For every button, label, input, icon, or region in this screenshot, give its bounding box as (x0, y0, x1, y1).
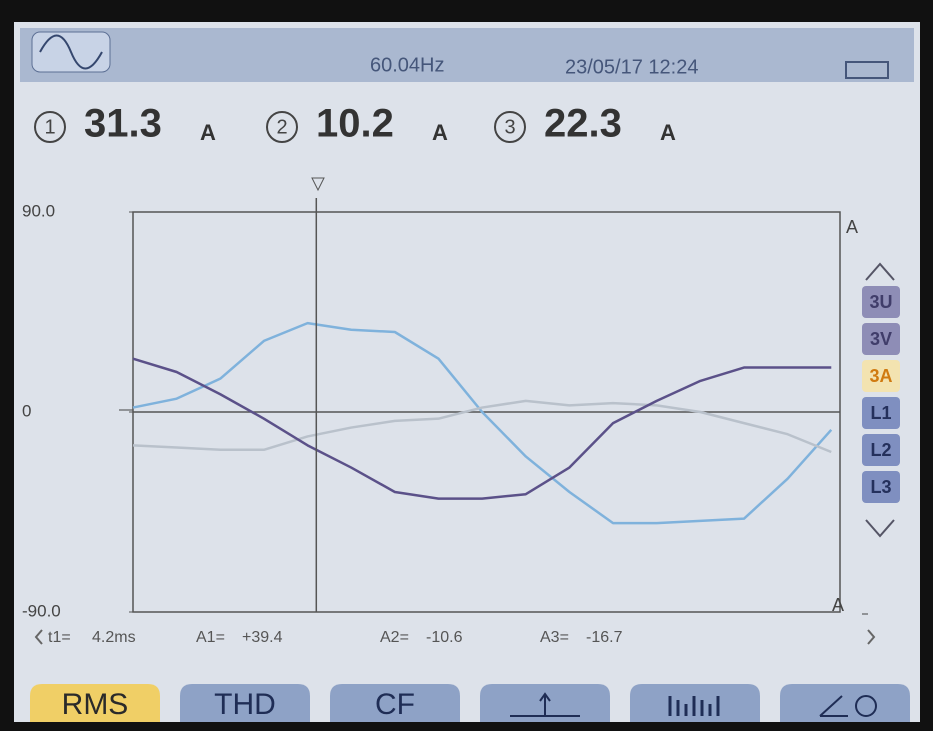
side-button-label: 3U (869, 292, 892, 312)
y-unit-top: A (846, 217, 858, 237)
reading-value: 31.3 (84, 102, 162, 146)
side-button-label: 3A (869, 366, 892, 386)
side-button-label: L2 (870, 440, 891, 460)
reading-unit: A (200, 120, 216, 145)
y-tick-label: 90.0 (22, 201, 55, 220)
reading-unit: A (660, 120, 676, 145)
readout-value: +39.4 (242, 629, 283, 646)
screen: 60.04Hz 23/05/17 12:24 1 31.3 A 2 10.2 A 3 22.3… (0, 0, 933, 731)
readout-value: -16.7 (586, 629, 623, 646)
side-button-label: L1 (870, 403, 891, 423)
reading-value: 10.2 (316, 102, 394, 146)
readout-label: A1= (196, 629, 225, 646)
status-bar (20, 28, 914, 82)
readout-value: -10.6 (426, 629, 463, 646)
readout-label: A2= (380, 629, 409, 646)
readout-label: A3= (540, 629, 569, 646)
tab-label: RMS (62, 688, 129, 721)
cursor-time-value: 4.2ms (92, 629, 136, 646)
y-tick-label: -90.0 (22, 601, 61, 620)
channel-number: 3 (504, 116, 515, 138)
reading-value: 22.3 (544, 102, 622, 146)
side-button-label: L3 (870, 477, 891, 497)
page: {"header": {"frequency": "60.04Hz", "dat… (0, 0, 933, 731)
datetime: 23/05/17 12:24 (565, 56, 698, 78)
y-tick-label: 0 (22, 401, 31, 420)
tab-label: CF (375, 688, 415, 721)
y-unit-bottom: A (832, 595, 844, 615)
side-button-label: 3V (870, 329, 892, 349)
frequency: 60.04Hz (370, 54, 445, 76)
cursor-time-label: t1= (48, 629, 71, 646)
reading-unit: A (432, 120, 448, 145)
channel-number: 1 (44, 116, 55, 138)
tab-label: THD (214, 688, 276, 721)
channel-number: 2 (276, 116, 287, 138)
